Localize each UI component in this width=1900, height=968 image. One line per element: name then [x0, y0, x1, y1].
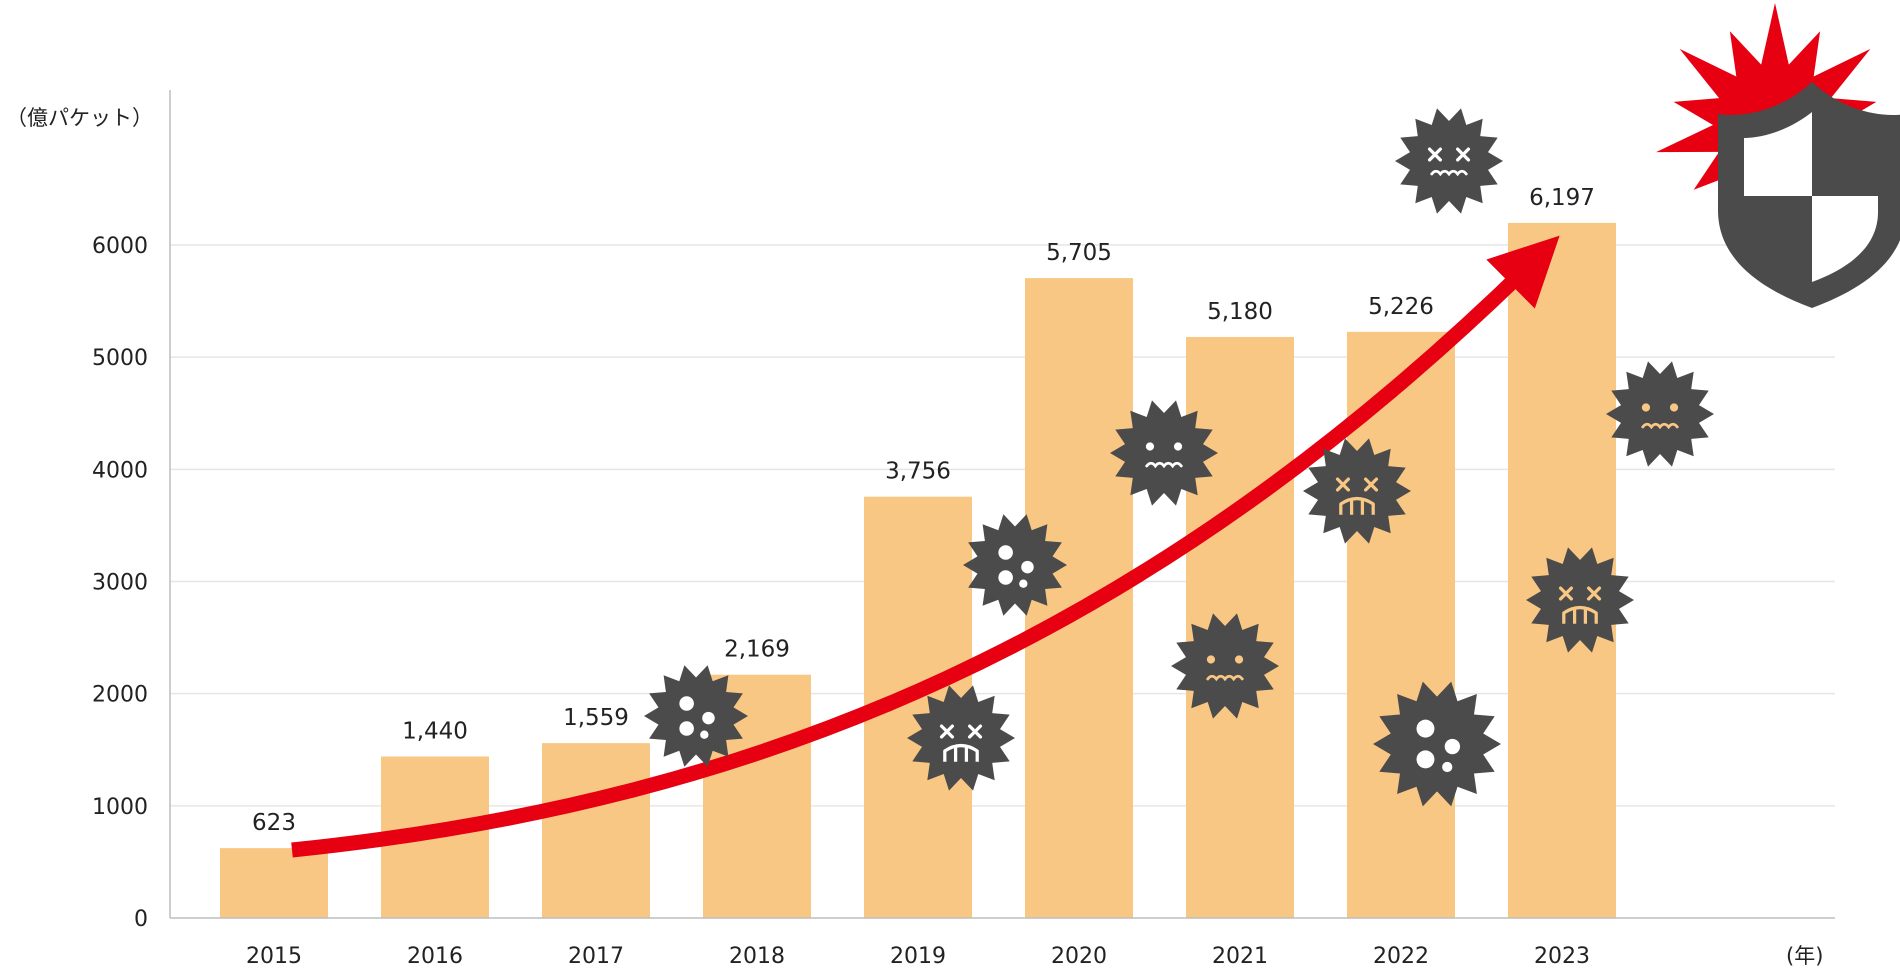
x-tick-label: 2016	[407, 944, 463, 968]
virus-icon	[644, 665, 748, 767]
y-tick-label: 3000	[92, 571, 148, 596]
data-label-2019: 3,756	[885, 459, 951, 485]
x-unit-label: (年)	[1786, 944, 1823, 968]
data-label-2018: 2,169	[724, 637, 790, 663]
y-unit-label: （億パケット）	[6, 106, 153, 130]
data-label-2020: 5,705	[1046, 240, 1112, 266]
virus-icon	[1110, 400, 1218, 506]
x-tick-label: 2018	[729, 944, 785, 968]
virus-icon	[1526, 547, 1634, 653]
y-tick-label: 1000	[92, 795, 148, 820]
x-tick-label: 2015	[246, 944, 302, 968]
bar-2015	[220, 848, 328, 918]
x-tick-label: 2020	[1051, 944, 1107, 968]
data-label-2017: 1,559	[563, 705, 629, 731]
virus-icon	[1303, 438, 1411, 544]
tick-labels: 0 1000 2000 3000 4000 5000 6000 2015 2016 2017 201…	[92, 234, 1590, 968]
trend-arrow-icon	[291, 235, 1560, 858]
data-label-2023: 6,197	[1529, 185, 1595, 211]
virus-icons-front	[644, 108, 1714, 807]
data-label-2016: 1,440	[402, 718, 468, 744]
virus-icon	[1373, 681, 1501, 807]
trend-arrow	[291, 235, 1560, 858]
bar-2017	[542, 743, 650, 918]
data-label-2021: 5,180	[1207, 299, 1273, 325]
y-tick-label: 5000	[92, 346, 148, 371]
data-label-2015: 623	[252, 810, 296, 836]
y-tick-label: 4000	[92, 458, 148, 483]
data-labels: 623 1,440 1,559 2,169 3,756 5,705 5,180 5,226 6,…	[252, 185, 1595, 836]
virus-icon	[1606, 361, 1714, 467]
y-tick-label: 0	[134, 907, 148, 932]
x-tick-label: 2021	[1212, 944, 1268, 968]
virus-icon	[1171, 613, 1279, 719]
virus-icon	[907, 685, 1015, 791]
decorations	[1656, 3, 1900, 308]
x-tick-label: 2022	[1373, 944, 1429, 968]
axes	[169, 90, 1835, 919]
x-tick-label: 2019	[890, 944, 946, 968]
virus-icon	[963, 514, 1067, 616]
x-tick-label: 2017	[568, 944, 624, 968]
data-label-2022: 5,226	[1368, 294, 1434, 320]
x-tick-label: 2023	[1534, 944, 1590, 968]
virus-icon	[1395, 108, 1503, 214]
bar-2022	[1347, 331, 1455, 918]
y-tick-label: 6000	[92, 234, 148, 259]
security-shield-icon	[1718, 82, 1900, 308]
bars	[220, 222, 1616, 918]
y-tick-label: 2000	[92, 683, 148, 708]
